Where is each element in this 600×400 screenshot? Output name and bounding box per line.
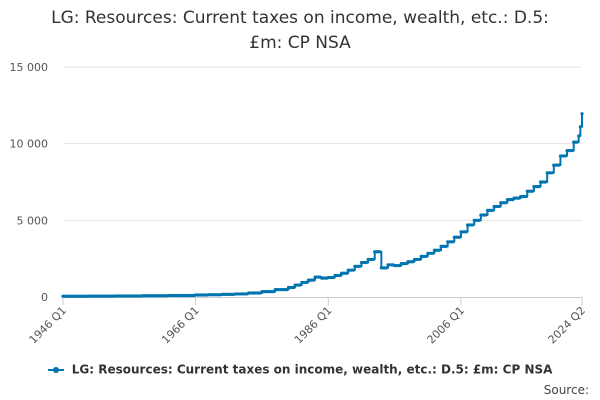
series-line — [63, 113, 583, 298]
legend-swatch-icon — [47, 366, 64, 373]
data-point[interactable] — [311, 278, 315, 282]
y-tick-label: 10 000 — [10, 138, 49, 151]
data-point[interactable] — [424, 254, 428, 258]
legend[interactable]: LG: Resources: Current taxes on income, … — [0, 362, 600, 377]
data-point[interactable] — [358, 264, 362, 268]
data-point[interactable] — [543, 180, 548, 184]
data-point[interactable] — [563, 154, 568, 158]
data-point[interactable] — [431, 251, 435, 255]
data-point[interactable] — [305, 280, 309, 285]
data-point[interactable] — [580, 112, 584, 116]
data-point[interactable] — [557, 163, 561, 167]
data-point[interactable] — [578, 125, 582, 129]
data-point[interactable] — [537, 185, 541, 189]
data-point[interactable] — [497, 204, 501, 209]
x-tick-label: 2006 Q1 — [425, 304, 468, 347]
grid-lines — [63, 66, 582, 221]
data-point[interactable] — [457, 235, 461, 239]
x-tick-labels: 1946 Q1 1966 Q1 1986 Q1 2006 Q1 2024 Q2 — [27, 304, 589, 347]
chart-title-line-1: LG: Resources: Current taxes on income, … — [51, 8, 549, 28]
data-point[interactable] — [285, 288, 289, 292]
y-tick-labels: 0 5 000 10 000 15 000 — [10, 61, 49, 304]
data-point[interactable] — [504, 201, 508, 205]
data-point[interactable] — [338, 273, 342, 278]
data-point[interactable] — [371, 257, 375, 262]
data-point[interactable] — [291, 285, 296, 290]
data-point[interactable] — [484, 213, 488, 217]
data-point[interactable] — [417, 257, 422, 262]
data-point[interactable] — [530, 189, 534, 193]
x-tick-label: 1966 Q1 — [159, 304, 202, 347]
y-tick-label: 15 000 — [10, 61, 49, 74]
data-point[interactable] — [570, 148, 574, 153]
x-tick-label: 1986 Q1 — [292, 304, 335, 347]
source-label: Source: — [543, 383, 589, 397]
data-point[interactable] — [464, 230, 468, 234]
x-tick-label: 1946 Q1 — [27, 304, 70, 347]
y-tick-label: 0 — [41, 291, 48, 304]
data-point[interactable] — [490, 208, 495, 212]
data-point[interactable] — [451, 240, 455, 244]
data-point[interactable] — [524, 194, 528, 199]
chart-title-line-2: £m: CP NSA — [249, 33, 351, 53]
data-point[interactable] — [384, 266, 388, 270]
x-tick-label: 2024 Q2 — [546, 304, 589, 347]
data-point[interactable] — [437, 248, 441, 252]
data-point[interactable] — [470, 223, 475, 227]
data-point[interactable] — [378, 250, 382, 254]
data-point[interactable] — [298, 283, 302, 287]
data-point[interactable] — [351, 268, 355, 272]
y-tick-label: 5 000 — [17, 214, 49, 227]
data-point[interactable] — [344, 271, 349, 275]
data-point[interactable] — [411, 260, 415, 264]
axes — [62, 297, 583, 305]
legend-label: LG: Resources: Current taxes on income, … — [71, 362, 553, 377]
data-point[interactable] — [575, 140, 579, 144]
series-layer — [61, 112, 584, 298]
data-point[interactable] — [577, 134, 581, 138]
data-point[interactable] — [477, 218, 481, 222]
data-point[interactable] — [550, 171, 554, 175]
chart-title: LG: Resources: Current taxes on income, … — [0, 6, 600, 56]
data-point[interactable] — [444, 244, 448, 248]
data-point[interactable] — [364, 260, 369, 265]
